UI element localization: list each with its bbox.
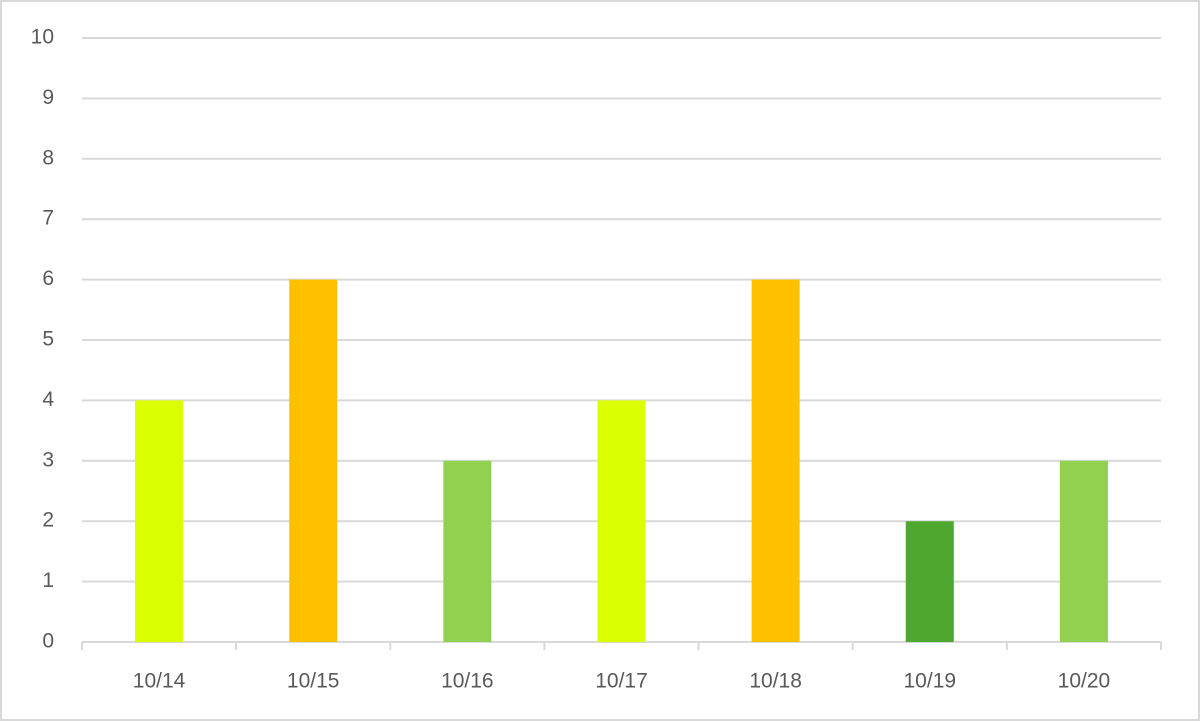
x-tick-label: 10/18 [749, 670, 802, 693]
x-tick-label: 10/20 [1058, 670, 1111, 693]
y-tick-label: 5 [42, 328, 54, 351]
bar [289, 279, 338, 642]
x-tick-label: 10/15 [287, 670, 340, 693]
y-tick-label: 6 [42, 267, 54, 290]
y-tick-label: 2 [42, 509, 54, 532]
x-tick-label: 10/16 [441, 670, 494, 693]
y-tick-label: 8 [42, 146, 54, 169]
bar [905, 521, 954, 642]
x-tick-label: 10/19 [904, 670, 957, 693]
y-tick-label: 4 [42, 388, 54, 411]
y-tick-label: 3 [42, 448, 54, 471]
y-tick-label: 10 [31, 26, 54, 49]
y-tick-label: 0 [42, 630, 54, 653]
bar [751, 279, 800, 642]
bar [135, 400, 184, 642]
x-tick-label: 10/14 [133, 670, 186, 693]
y-tick-label: 9 [42, 86, 54, 109]
bar [597, 400, 646, 642]
y-tick-label: 1 [42, 569, 54, 592]
bar [1059, 460, 1108, 642]
bar [443, 460, 492, 642]
x-tick-label: 10/17 [595, 670, 648, 693]
y-tick-label: 7 [42, 207, 54, 230]
